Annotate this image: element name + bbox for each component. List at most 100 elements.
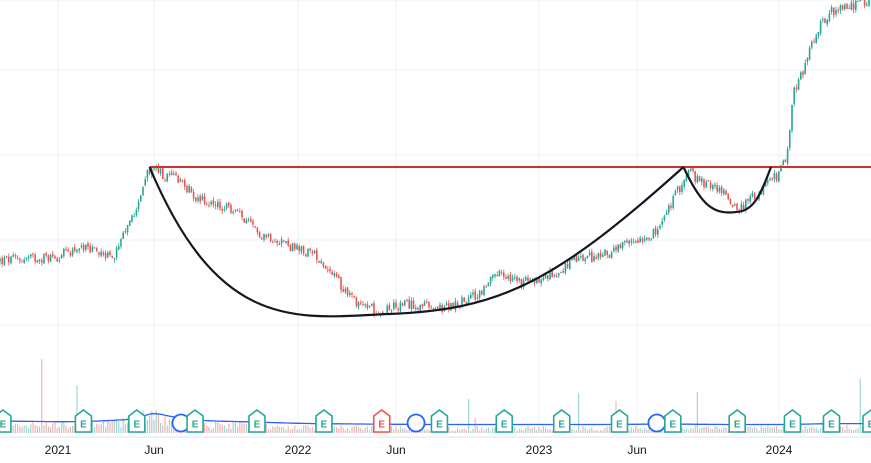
candle-body: [82, 244, 85, 251]
volume-bar: [111, 420, 113, 433]
earnings-marker[interactable]: E: [552, 409, 571, 433]
candle-body: [560, 271, 562, 273]
candle-body: [311, 251, 314, 253]
candle-body: [824, 18, 826, 24]
earnings-marker-shape[interactable]: [248, 409, 266, 433]
earnings-marker[interactable]: E: [728, 409, 746, 433]
earnings-marker-shape[interactable]: [74, 409, 93, 433]
volume-bar: [164, 416, 166, 433]
dividend-marker[interactable]: [647, 413, 667, 433]
event-markers[interactable]: EEEEEEEEEEEEEEEE: [0, 408, 871, 433]
earnings-marker-shape[interactable]: [783, 409, 802, 433]
earnings-marker-label: E: [669, 420, 676, 431]
volume-bar: [369, 430, 371, 433]
earnings-marker-shape[interactable]: [0, 408, 12, 433]
volume-bar: [50, 427, 52, 433]
earnings-marker-shape[interactable]: [128, 409, 146, 433]
candle-body: [577, 257, 580, 262]
volume-bar: [756, 428, 758, 433]
candle-body: [404, 300, 406, 306]
volume-bar: [245, 424, 247, 433]
candle-body: [511, 277, 514, 281]
volume-bar: [364, 427, 366, 433]
candle-body: [846, 3, 848, 9]
earnings-marker-label: E: [321, 420, 328, 431]
candle-body: [300, 246, 303, 252]
volume-bar: [804, 426, 806, 433]
volume-bar: [300, 429, 302, 433]
volume-bar: [105, 426, 107, 433]
volume-bar: [637, 428, 639, 433]
earnings-marker-shape[interactable]: [372, 409, 391, 433]
volume-bar: [707, 426, 709, 433]
volume-bar: [294, 425, 296, 433]
volume-bar: [32, 421, 34, 433]
candle-body: [470, 294, 472, 299]
candle-body: [133, 216, 135, 218]
candle-body: [551, 269, 553, 278]
candle-body: [423, 302, 426, 306]
volume-bar: [342, 427, 344, 433]
earnings-marker-shape[interactable]: [186, 409, 204, 433]
earnings-marker[interactable]: E: [128, 409, 146, 433]
candle-body: [637, 240, 639, 243]
volume-bar: [465, 430, 467, 433]
volume-bar: [771, 427, 773, 433]
earnings-marker[interactable]: E: [783, 409, 802, 433]
earnings-marker[interactable]: E: [862, 409, 871, 433]
candle-body: [1, 257, 3, 264]
earnings-marker-shape[interactable]: [728, 409, 746, 433]
candle-body: [714, 184, 716, 187]
earnings-marker[interactable]: E: [315, 409, 333, 433]
earnings-marker-shape[interactable]: [664, 409, 682, 433]
volume-bar: [267, 429, 269, 433]
earnings-marker[interactable]: E: [372, 409, 391, 433]
candle-body: [527, 277, 529, 281]
cup-arc[interactable]: [148, 166, 685, 318]
earnings-marker[interactable]: E: [74, 409, 93, 433]
earnings-marker-shape[interactable]: [822, 409, 841, 433]
candle-body: [219, 202, 221, 209]
earnings-marker-label: E: [378, 420, 385, 431]
dividend-marker[interactable]: [406, 413, 426, 433]
volume-bar: [762, 427, 764, 433]
candle-body: [283, 240, 285, 242]
volume-bar: [166, 425, 168, 433]
earnings-marker-label: E: [192, 420, 199, 431]
volume-bar: [714, 426, 716, 433]
earnings-marker-shape[interactable]: [495, 409, 514, 433]
volume-bar: [525, 427, 527, 433]
candle-body: [49, 254, 52, 262]
candle-body: [175, 173, 177, 176]
volume-bar: [311, 427, 313, 433]
volume-bar: [600, 430, 602, 433]
volume-bar: [765, 427, 767, 433]
candle-body: [639, 237, 641, 243]
earnings-marker-shape[interactable]: [430, 409, 449, 433]
earnings-marker-shape[interactable]: [610, 409, 629, 433]
volume-bar: [527, 426, 529, 433]
volume-bar: [221, 424, 223, 433]
earnings-marker[interactable]: E: [430, 409, 449, 433]
earnings-marker[interactable]: E: [186, 409, 204, 433]
earnings-marker[interactable]: E: [495, 409, 514, 433]
earnings-marker-shape[interactable]: [315, 409, 333, 433]
earnings-marker[interactable]: E: [0, 408, 12, 433]
earnings-marker-shape[interactable]: [552, 409, 571, 433]
earnings-marker[interactable]: E: [610, 409, 629, 433]
candle-body: [294, 243, 296, 249]
candle-body: [153, 168, 155, 170]
earnings-marker[interactable]: E: [822, 409, 841, 433]
candle-body: [256, 227, 259, 233]
volume-bar: [575, 430, 577, 433]
earnings-marker[interactable]: E: [248, 409, 266, 433]
volume-bar: [153, 420, 155, 433]
candle-body: [619, 244, 622, 249]
volume-bar: [353, 426, 355, 433]
earnings-marker[interactable]: E: [664, 409, 682, 433]
volume-bar: [72, 426, 74, 433]
earnings-marker-shape[interactable]: [862, 409, 871, 433]
handle-arc[interactable]: [682, 166, 773, 214]
candle-body: [45, 253, 47, 256]
